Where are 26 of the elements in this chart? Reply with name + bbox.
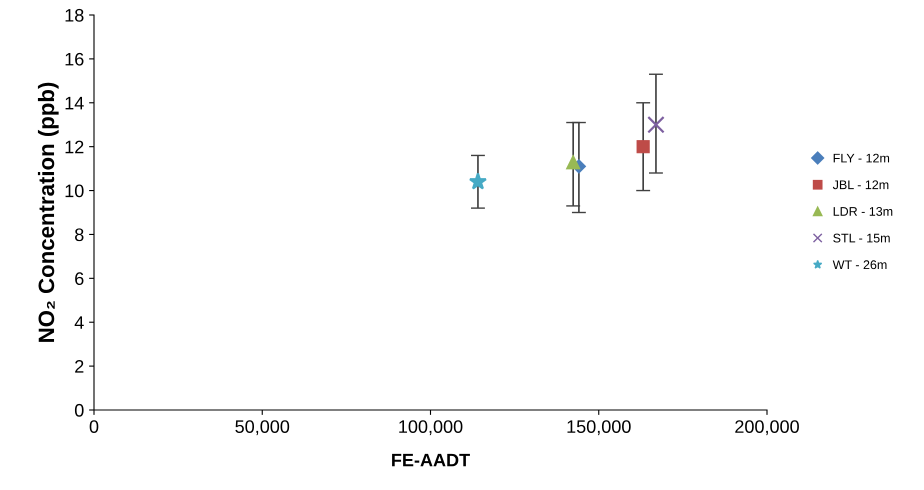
y-axis-title: NO₂ Concentration (ppb) [38,82,59,342]
x-tick-label: 150,000 [567,420,631,436]
legend-label: FLY - 12m [834,154,890,162]
x-tick-label: 0 [90,420,98,433]
y-tick-label: 18 [66,8,84,22]
legend-label: WT - 26m [832,260,886,270]
y-tick-label: 2 [75,360,84,373]
point [636,140,650,154]
x-tick-label: 50,000 [235,420,290,436]
x-axis-title: FE-AADT [392,454,470,466]
y-tick-label: 10 [66,184,84,198]
legend-label: LDR - 13m [834,207,892,216]
y-tick-label: 4 [74,316,84,329]
point [468,172,487,190]
y-tick-label: 6 [75,272,84,286]
point [566,154,580,170]
legend-label: STL - 15m [833,234,890,243]
y-tick-label: 8 [75,228,84,242]
y-tick-label: 14 [66,96,84,110]
y-tick-label: 16 [66,52,84,66]
x-tick-label: 200,000 [735,420,799,436]
point [647,116,665,134]
legend-label: JBL - 12m [832,180,888,190]
y-tick-label: 0 [74,404,84,417]
x-tick-label: 100,000 [399,420,462,436]
y-tick-label: 12 [66,140,84,154]
